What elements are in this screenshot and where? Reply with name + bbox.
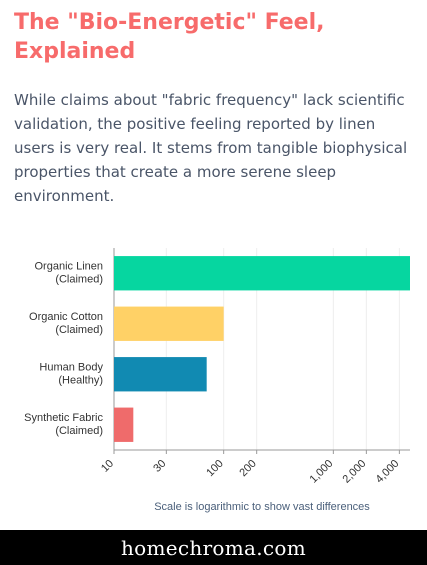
tick-label: 4,000 (374, 458, 402, 486)
category-label: Organic Linen (Claimed) (35, 260, 104, 285)
tick-label: 2,000 (341, 458, 369, 486)
bar-0 (114, 256, 410, 291)
category-label: Human Body (Healthy) (39, 361, 103, 386)
bar-chart: Organic Linen (Claimed) Organic Cotton (Cla… (24, 248, 410, 513)
tick-label: 1,000 (308, 458, 336, 486)
site-footer: homechroma.com (0, 530, 427, 565)
site-name[interactable]: homechroma.com (120, 535, 307, 560)
article-intro: While claims about "fabric frequency" la… (14, 91, 408, 205)
category-label: Synthetic Fabric (Claimed) (24, 412, 103, 437)
bar-2 (114, 357, 207, 392)
article-title: The "Bio-Energetic" Feel, Explained (14, 10, 325, 64)
bar-1 (114, 306, 224, 341)
tick-label: 100 (204, 458, 225, 479)
x-axis-caption: Scale is logarithmic to show vast differ… (154, 501, 370, 513)
bar-3 (114, 407, 134, 442)
tick-label: 30 (151, 458, 168, 475)
tick-label: 200 (237, 458, 258, 479)
tick-label: 10 (99, 458, 116, 475)
category-label: Organic Cotton (Claimed) (29, 311, 103, 336)
